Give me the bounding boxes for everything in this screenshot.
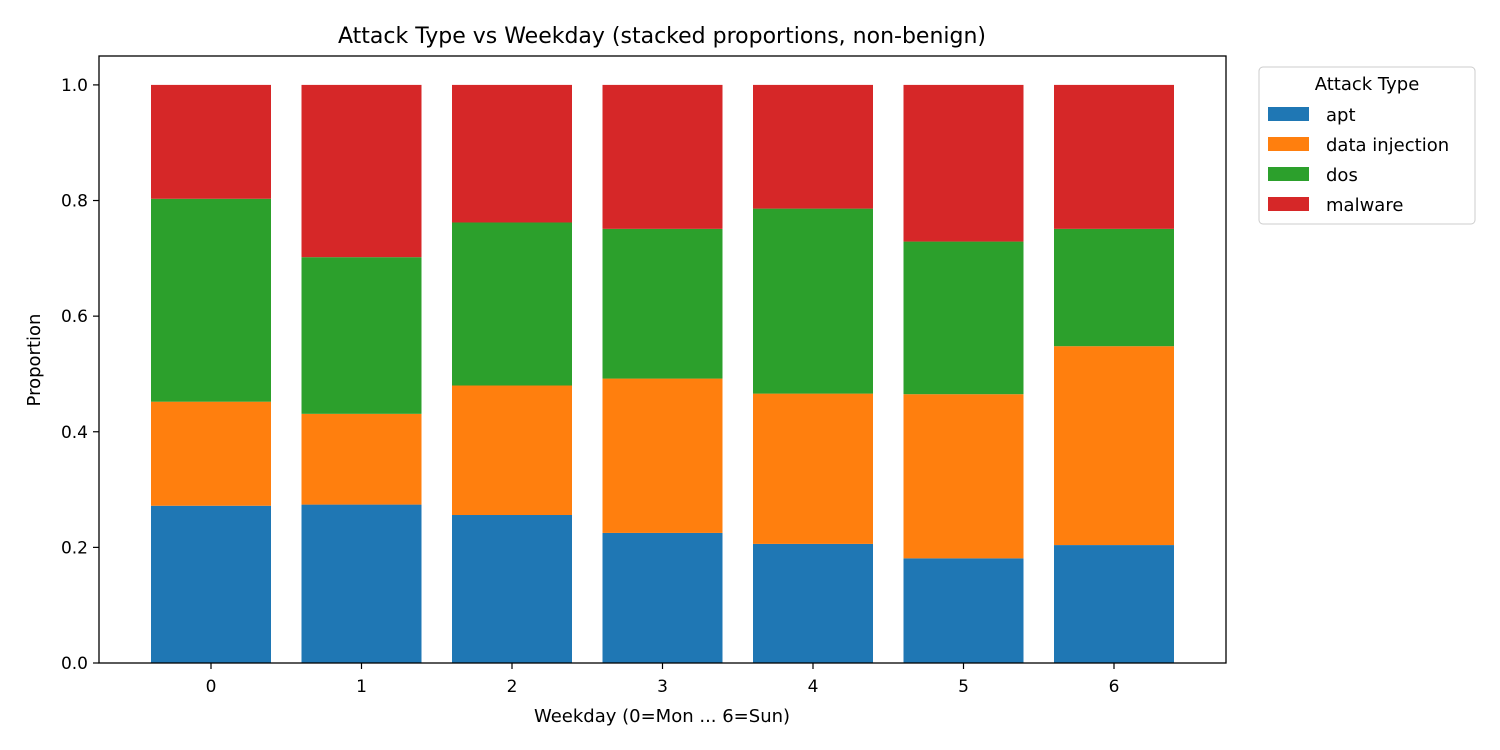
bar-apt-weekday-1 (301, 504, 422, 663)
legend-swatch-malware (1268, 197, 1309, 211)
bar-data-injection-weekday-3 (602, 378, 723, 533)
x-tick-label: 5 (958, 677, 969, 697)
legend-swatch-data-injection (1268, 137, 1309, 151)
bar-malware-weekday-1 (301, 84, 422, 258)
bar-dos-weekday-1 (301, 257, 422, 414)
bar-dos-weekday-3 (602, 228, 723, 379)
y-tick-label: 1.0 (61, 76, 88, 96)
bar-apt-weekday-3 (602, 532, 723, 663)
bar-data-injection-weekday-4 (753, 393, 873, 544)
bar-data-injection-weekday-6 (1054, 346, 1174, 546)
legend: Attack Type apt data injection dos malware (1258, 66, 1476, 225)
bar-malware-weekday-2 (452, 84, 572, 223)
bar-apt-weekday-0 (151, 505, 271, 663)
legend-swatch-dos (1268, 167, 1309, 181)
y-tick-label: 0.8 (61, 192, 88, 212)
bar-data-injection-weekday-1 (301, 413, 422, 505)
legend-label-data-injection: data injection (1326, 135, 1449, 156)
bar-dos-weekday-4 (753, 208, 873, 394)
x-axis: 0 1 2 3 4 5 6 (206, 663, 1120, 697)
bar-apt-weekday-6 (1054, 545, 1174, 663)
bar-dos-weekday-0 (151, 198, 271, 402)
y-axis-label: Proportion (24, 314, 45, 407)
x-tick-label: 3 (657, 677, 668, 697)
bar-apt-weekday-2 (452, 515, 572, 663)
bar-apt-weekday-5 (903, 558, 1024, 663)
bar-apt-weekday-4 (753, 543, 873, 663)
x-tick-label: 2 (507, 677, 518, 697)
bar-dos-weekday-6 (1054, 228, 1174, 347)
bar-malware-weekday-4 (753, 84, 873, 209)
y-tick-label: 0.0 (61, 654, 88, 674)
bar-data-injection-weekday-5 (903, 394, 1024, 559)
legend-label-dos: dos (1326, 165, 1358, 186)
bars-layer (151, 84, 1174, 663)
legend-label-malware: malware (1326, 195, 1403, 216)
bar-dos-weekday-2 (452, 222, 572, 386)
bar-data-injection-weekday-2 (452, 385, 572, 515)
bar-data-injection-weekday-0 (151, 401, 271, 506)
y-axis: 0.0 0.2 0.4 0.6 0.8 1.0 (61, 76, 99, 674)
bar-dos-weekday-5 (903, 241, 1024, 395)
chart-title: Attack Type vs Weekday (stacked proporti… (338, 24, 986, 49)
legend-title: Attack Type (1315, 74, 1420, 95)
x-tick-label: 6 (1109, 677, 1120, 697)
legend-label-apt: apt (1326, 105, 1356, 126)
bar-malware-weekday-5 (903, 84, 1024, 242)
x-tick-label: 1 (356, 677, 367, 697)
legend-swatch-apt (1268, 107, 1309, 121)
bar-malware-weekday-3 (602, 84, 723, 229)
y-tick-label: 0.2 (61, 538, 88, 558)
x-tick-label: 0 (206, 677, 217, 697)
bar-malware-weekday-0 (151, 84, 271, 199)
y-tick-label: 0.6 (61, 307, 88, 327)
x-tick-label: 4 (808, 677, 819, 697)
x-axis-label: Weekday (0=Mon ... 6=Sun) (534, 706, 790, 727)
legend-frame (1258, 66, 1476, 225)
y-tick-label: 0.4 (61, 423, 88, 443)
bar-malware-weekday-6 (1054, 84, 1174, 229)
